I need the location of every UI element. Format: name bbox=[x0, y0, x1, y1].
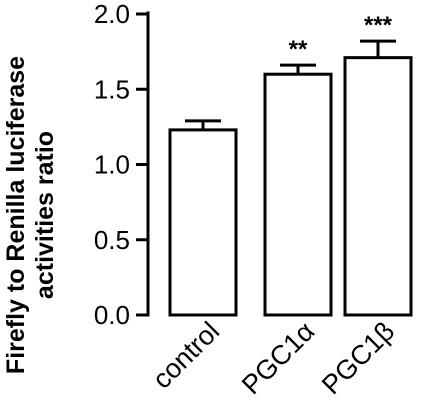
y-ticks: 0.0 0.5 1.0 1.5 2.0 bbox=[94, 0, 148, 330]
y-axis-label-line2: activities ratio bbox=[31, 131, 59, 299]
bar-3 bbox=[343, 56, 413, 317]
x-tick-label: control bbox=[147, 316, 226, 395]
bar-2 bbox=[263, 72, 333, 317]
y-tick-label: 2.0 bbox=[94, 0, 130, 29]
bar-1 bbox=[168, 128, 238, 317]
y-axis-label: Firefly to Renilla luciferase activities… bbox=[2, 56, 59, 374]
significance-label: *** bbox=[364, 12, 393, 39]
y-tick-label: 0.5 bbox=[94, 225, 130, 255]
bars: ***** bbox=[168, 12, 413, 317]
y-tick-label: 0.0 bbox=[94, 300, 130, 330]
significance-label: ** bbox=[289, 36, 308, 63]
x-tick-label: PGC1α bbox=[236, 316, 320, 400]
y-axis-label-line1: Firefly to Renilla luciferase bbox=[2, 56, 30, 374]
y-tick-label: 1.0 bbox=[94, 150, 130, 180]
x-tick-label: PGC1β bbox=[316, 316, 400, 400]
y-tick-label: 1.5 bbox=[94, 74, 130, 104]
